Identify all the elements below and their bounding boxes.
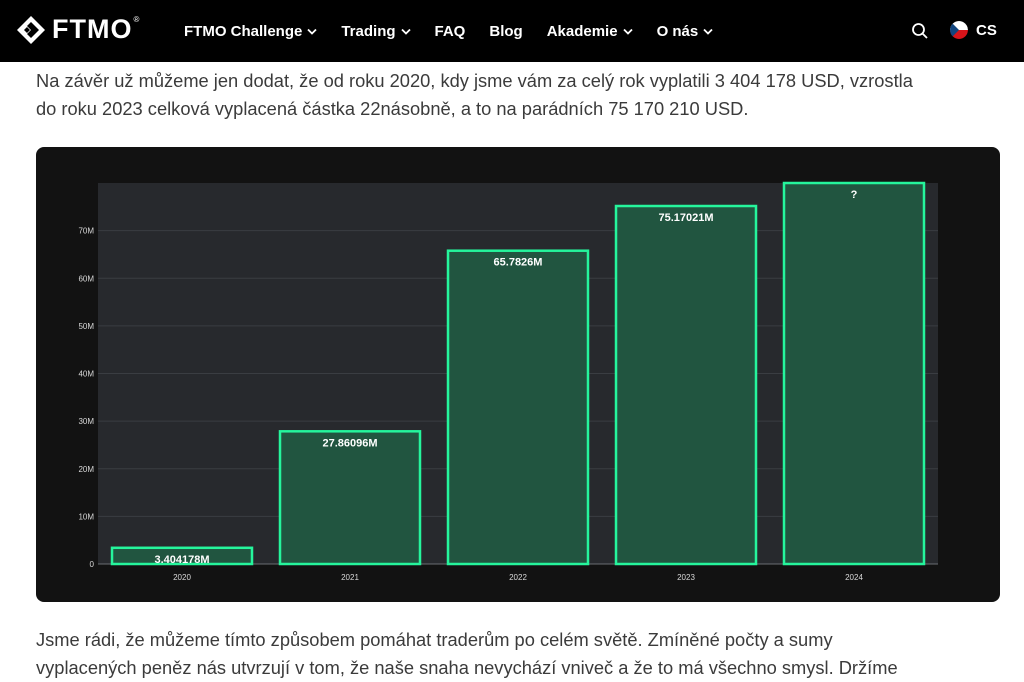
search-icon[interactable]	[911, 22, 929, 40]
menu-item-o-nas[interactable]: O nás	[657, 23, 714, 40]
paragraph-line: vyplacených peněz nás utvrzují v tom, že…	[36, 657, 898, 678]
menu-item-blog[interactable]: Blog	[489, 23, 522, 40]
bar	[446, 249, 590, 566]
language-switcher[interactable]: CS	[950, 21, 997, 39]
top-navbar: FTMO ® FTMO Challenge Trading FAQ Blog A…	[0, 0, 1024, 62]
chevron-down-icon	[622, 28, 633, 35]
menu-item-label: Trading	[341, 22, 396, 40]
chevron-down-icon	[307, 28, 317, 35]
menu-item-label: FTMO Challenge	[184, 22, 303, 40]
x-tick-label: 2021	[341, 573, 359, 582]
menu-item-akademie[interactable]: Akademie	[547, 23, 633, 40]
paragraph-line: Na závěr už můžeme jen dodat, že od roku…	[36, 70, 913, 91]
czech-flag-icon	[950, 21, 968, 39]
menu-item-label: Akademie	[546, 22, 618, 40]
x-tick-label: 2020	[173, 573, 191, 582]
chevron-down-icon	[400, 28, 411, 35]
y-tick-label: 70M	[78, 227, 94, 236]
paragraph-line: do roku 2023 celková vyplacená částka 22…	[36, 98, 749, 119]
chevron-down-icon	[703, 28, 713, 35]
x-tick-label: 2022	[509, 573, 527, 582]
x-tick-label: 2024	[845, 573, 863, 582]
bar	[110, 546, 254, 566]
ftmo-logo[interactable]: FTMO ®	[16, 14, 139, 45]
article-paragraph-intro: Na závěr už můžeme jen dodat, že od roku…	[36, 67, 996, 123]
y-tick-label: 50M	[78, 322, 94, 331]
bar-value-label: 27.86096M	[322, 437, 377, 449]
y-tick-label: 30M	[78, 417, 94, 426]
y-tick-label: 20M	[78, 465, 94, 474]
registered-mark: ®	[133, 15, 140, 24]
ftmo-logo-icon	[17, 15, 45, 44]
bar	[782, 181, 926, 566]
menu-item-label: Blog	[489, 22, 523, 40]
bar	[614, 204, 758, 566]
bar-value-label: 75.17021M	[658, 212, 713, 224]
y-tick-label: 0	[90, 560, 95, 569]
bar-value-label: ?	[851, 189, 858, 201]
bar-value-label: 3.404178M	[154, 554, 209, 566]
bar-value-label: 65.7826M	[494, 257, 543, 269]
menu-item-faq[interactable]: FAQ	[435, 23, 466, 40]
y-tick-label: 40M	[78, 370, 94, 379]
paragraph-line: Jsme rádi, že můžeme tímto způsobem pomá…	[36, 629, 833, 650]
menu-item-label: O nás	[656, 22, 699, 40]
language-label: CS	[976, 21, 997, 39]
article-paragraph-closing: Jsme rádi, že můžeme tímto způsobem pomá…	[36, 626, 996, 682]
main-menu: FTMO Challenge Trading FAQ Blog Akademie…	[184, 0, 737, 62]
bar	[278, 430, 422, 566]
menu-item-label: FAQ	[434, 22, 466, 40]
y-tick-label: 10M	[78, 512, 94, 521]
payout-chart-card: 0 10M 20M 30M 40M 50M 60M 70M 3.404178M 2020 27.86…	[36, 147, 1000, 602]
y-tick-label: 60M	[78, 274, 94, 283]
x-tick-label: 2023	[677, 573, 695, 582]
menu-item-trading[interactable]: Trading	[341, 22, 411, 40]
menu-item-ftmo-challenge[interactable]: FTMO Challenge	[184, 23, 317, 40]
payout-bar-chart: 0 10M 20M 30M 40M 50M 60M 70M 3.404178M 2020 27.86…	[78, 181, 938, 582]
brand-name: FTMO	[52, 14, 133, 44]
